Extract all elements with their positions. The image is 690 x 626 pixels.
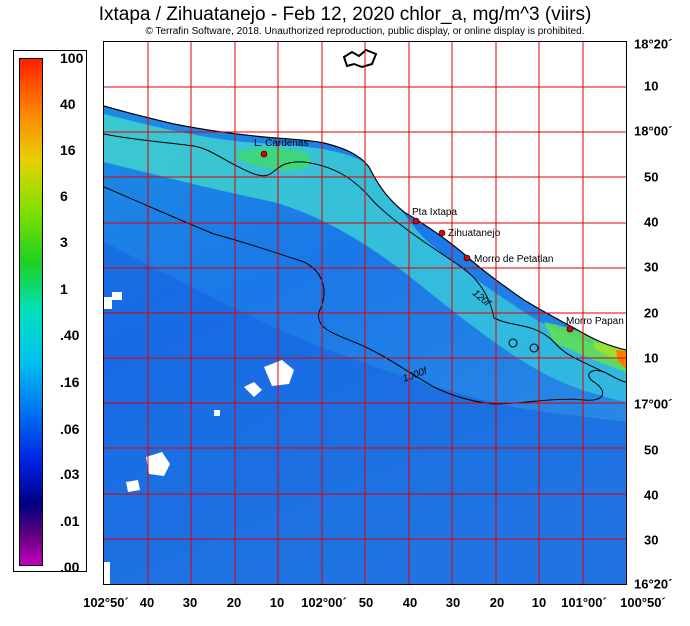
latitude-tick: 17°00´: [634, 396, 673, 412]
latitude-tick: 30: [644, 259, 659, 275]
chlorophyll-map[interactable]: 120f 1000f: [103, 41, 627, 585]
legend-label: .01: [60, 513, 80, 529]
depth-contour-inner: [104, 133, 626, 383]
longitude-tick: 40: [402, 595, 418, 610]
map-canvas: 120f 1000f: [104, 42, 626, 584]
map-title: Ixtapa / Zihuatanejo - Feb 12, 2020 chlo…: [98, 4, 592, 25]
latitude-tick: 16°20´: [634, 576, 673, 592]
latitude-tick: 18°20´: [634, 36, 673, 52]
legend-label: .40: [60, 327, 80, 343]
place-marker[interactable]: [566, 325, 574, 333]
legend-label: 3: [60, 234, 68, 250]
latitude-tick: 10: [644, 78, 659, 94]
place-marker[interactable]: [412, 217, 420, 225]
place-marker[interactable]: [260, 150, 268, 158]
legend-label: .00: [60, 559, 80, 575]
graticule: [104, 42, 626, 584]
place-label: Morro de Petatlan: [474, 254, 554, 265]
legend-label: .06: [60, 421, 80, 437]
legend-label: 100: [60, 50, 84, 66]
cloud-masks: [104, 292, 294, 584]
legend-label: .03: [60, 466, 80, 482]
latitude-tick: 50: [644, 442, 659, 458]
copyright-notice: © Terrafin Software, 2018. Unauthorized …: [145, 26, 585, 37]
longitude-tick: 30: [445, 595, 461, 610]
bloom-area: [616, 350, 626, 368]
legend-label: 16: [60, 142, 76, 158]
place-markers: L. Cardenas Pta Ixtapa Zihuatanejo Morro…: [254, 138, 624, 333]
legend-label: 6: [60, 188, 68, 204]
legend-label: .16: [60, 374, 80, 390]
bloom-area: [544, 322, 626, 372]
island-outline: [342, 48, 378, 69]
legend-label: 1: [60, 281, 68, 297]
place-label: Zihuatanejo: [448, 228, 501, 239]
bloom-area: [234, 147, 312, 171]
latitude-tick: 40: [644, 487, 659, 503]
feature-circle: [529, 343, 539, 353]
latitude-tick: 50: [644, 169, 659, 185]
place-label: L. Cardenas: [254, 138, 308, 149]
longitude-tick: 10: [269, 595, 285, 610]
place-label: Pta Ixtapa: [412, 207, 457, 218]
place-marker[interactable]: [438, 229, 446, 237]
color-legend: 100 40 16 6 3 1 .40 .16 .06 .03 .01 .00: [13, 50, 87, 575]
place-marker[interactable]: [463, 254, 471, 262]
longitude-tick: 102°00´: [301, 595, 347, 610]
longitude-tick: 40: [139, 595, 155, 610]
latitude-tick: 20: [644, 305, 659, 321]
latitude-tick: 18°00´: [634, 123, 673, 139]
longitude-tick: 30: [182, 595, 198, 610]
place-label: Morro Papan: [566, 316, 624, 327]
latitude-tick: 10: [644, 350, 659, 366]
longitude-tick: 10: [531, 595, 547, 610]
longitude-tick: 102°50´: [83, 595, 129, 610]
longitude-tick: 20: [226, 595, 242, 610]
latitude-tick: 40: [644, 214, 659, 230]
longitude-tick: 50: [358, 595, 374, 610]
longitude-tick: 101°00´: [561, 595, 607, 610]
latitude-tick: 30: [644, 532, 659, 548]
longitude-tick: 100°50´: [620, 595, 666, 610]
color-scale-bar: [19, 58, 43, 566]
feature-circle: [508, 338, 518, 348]
depth-contour-outer: [104, 186, 605, 405]
legend-label: 40: [60, 96, 76, 112]
longitude-tick: 20: [489, 595, 505, 610]
